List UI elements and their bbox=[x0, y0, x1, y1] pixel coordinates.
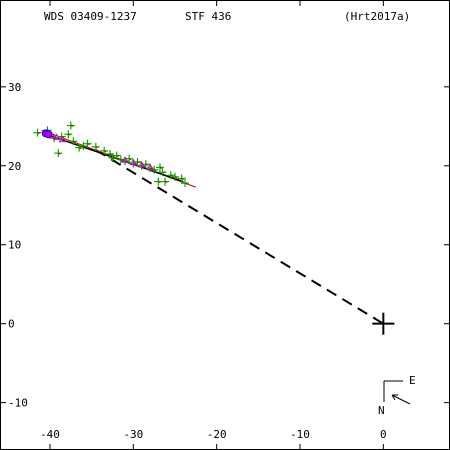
measurement-plus bbox=[158, 168, 167, 177]
measurement-plus bbox=[177, 174, 186, 183]
measurement-plus bbox=[100, 146, 109, 155]
primary-star-marker bbox=[372, 312, 395, 335]
motion-direction-arrow-icon bbox=[391, 394, 411, 405]
x-tick-label: -20 bbox=[207, 428, 227, 441]
measurement-triangle bbox=[58, 135, 67, 143]
compass-north-label: N bbox=[378, 404, 385, 417]
wds-identifier: WDS 03409-1237 bbox=[44, 10, 137, 23]
discoverer-designation: STF 436 bbox=[185, 10, 231, 23]
measurement-plus bbox=[54, 149, 63, 158]
measurement-plus bbox=[181, 179, 189, 188]
x-tick-label: -30 bbox=[123, 428, 143, 441]
measurement-triangle bbox=[129, 158, 138, 166]
measurement-plus bbox=[66, 121, 75, 130]
y-tick-label: 30 bbox=[8, 81, 21, 94]
measurement-plus bbox=[108, 153, 117, 162]
y-tick-label: 10 bbox=[8, 239, 21, 252]
measurement-plus bbox=[83, 139, 92, 148]
measurement-triangle bbox=[121, 156, 129, 163]
y-tick-label: 0 bbox=[8, 318, 15, 331]
measurement-plus bbox=[79, 142, 88, 151]
compass: E N bbox=[378, 374, 416, 417]
compass-east-label: E bbox=[409, 374, 416, 387]
measurement-points bbox=[33, 121, 189, 188]
measurement-plus bbox=[161, 177, 169, 186]
x-tick-label: 0 bbox=[380, 428, 387, 441]
measurement-plus bbox=[69, 137, 78, 146]
measurement-plus bbox=[75, 143, 84, 152]
companion-vector-dashed bbox=[95, 149, 384, 325]
measurement-plus bbox=[112, 151, 121, 160]
measurement-plus bbox=[166, 171, 175, 180]
y-tick-label: -10 bbox=[8, 397, 28, 410]
measurement-plus bbox=[64, 130, 73, 139]
measurement-plus bbox=[33, 128, 42, 137]
x-tick-label: -40 bbox=[40, 428, 60, 441]
measurement-plus bbox=[91, 142, 100, 151]
path-line bbox=[95, 149, 384, 325]
x-tick-label: -10 bbox=[290, 428, 310, 441]
measurement-circle bbox=[44, 130, 53, 139]
y-tick-label: 20 bbox=[8, 160, 21, 173]
orbit-reference: (Hrt2017a) bbox=[344, 10, 410, 23]
measurement-plus bbox=[171, 172, 179, 181]
measurement-triangle bbox=[52, 133, 61, 140]
measurement-plus bbox=[156, 163, 164, 172]
measurement-triangle bbox=[137, 161, 146, 168]
measurement-triangle bbox=[146, 163, 154, 170]
measurement-plus bbox=[125, 154, 134, 163]
